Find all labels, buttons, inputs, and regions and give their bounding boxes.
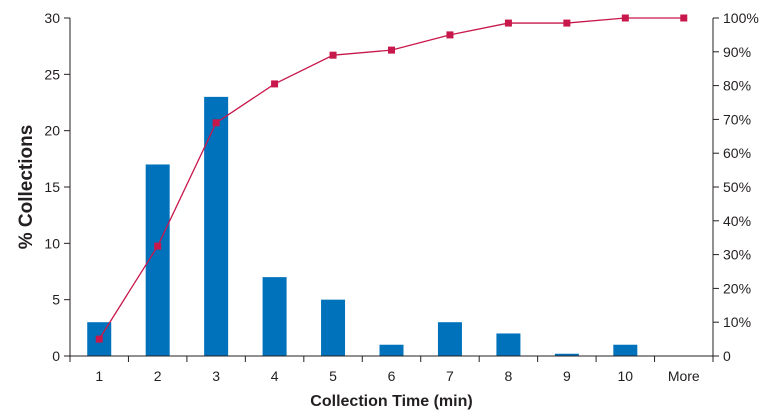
line-marker: [388, 46, 395, 54]
bar: [321, 299, 346, 356]
line-marker: [563, 19, 571, 27]
y2-tick-label: 50%: [723, 179, 751, 195]
y2-tick-label: 90%: [723, 44, 751, 60]
line-marker: [621, 14, 629, 22]
line-marker: [680, 14, 688, 22]
x-axis-title: Collection Time (min): [310, 393, 472, 410]
x-tick-label: 1: [95, 368, 103, 384]
y-axis-right: 0 10% 20% 30% 40% 50% 60% 70% 80% 90% 100%: [713, 10, 759, 364]
x-tick-label: 8: [505, 368, 513, 384]
line-marker: [271, 80, 279, 88]
y2-tick-label: 70%: [723, 111, 751, 127]
y-tick-label: 25: [44, 66, 60, 82]
y2-tick-label: 0: [723, 348, 731, 364]
x-tick-label: 5: [329, 368, 337, 384]
bar: [554, 353, 579, 356]
cumulative-line: [98, 17, 684, 340]
y2-tick-label: 60%: [723, 145, 751, 161]
x-tick-label: 4: [271, 368, 279, 384]
y-tick-label: 30: [44, 10, 60, 26]
bar: [613, 344, 638, 356]
x-tick-label: 7: [446, 368, 454, 384]
line-marker: [446, 31, 454, 39]
y2-tick-label: 30%: [723, 247, 751, 263]
line-series: [95, 14, 688, 343]
bar: [437, 322, 462, 356]
line-marker: [95, 335, 103, 343]
y2-tick-label: 20%: [723, 280, 751, 296]
x-tick-label: More: [668, 368, 700, 384]
line-marker: [212, 119, 220, 127]
y2-tick-label: 100%: [723, 10, 759, 26]
y-tick-label: 0: [52, 348, 60, 364]
y-axis-left: 0 5 10 15 20 25 30: [44, 10, 70, 364]
x-tick-label: 2: [154, 368, 162, 384]
y-tick-label: 5: [52, 292, 60, 308]
line-marker: [154, 242, 162, 250]
x-tick-label: 9: [563, 368, 571, 384]
y-tick-label: 10: [44, 235, 60, 251]
bar-series: [87, 96, 638, 356]
x-tick-label: 10: [618, 368, 634, 384]
y-tick-label: 20: [44, 123, 60, 139]
y2-tick-label: 40%: [723, 213, 751, 229]
bar: [145, 164, 170, 356]
x-axis: 1 2 3 4 5 6 7 8 9 10 More: [69, 356, 714, 384]
y2-tick-label: 10%: [723, 314, 751, 330]
y-tick-label: 15: [44, 179, 60, 195]
line-marker: [504, 19, 512, 27]
y-axis-title: % Collections: [16, 125, 37, 250]
line-marker: [329, 51, 337, 59]
x-tick-label: 3: [212, 368, 220, 384]
bar: [204, 96, 229, 356]
bar: [496, 333, 521, 356]
bar: [379, 344, 404, 356]
x-tick-label: 6: [388, 368, 396, 384]
bar: [262, 277, 287, 356]
y2-tick-label: 80%: [723, 78, 751, 94]
